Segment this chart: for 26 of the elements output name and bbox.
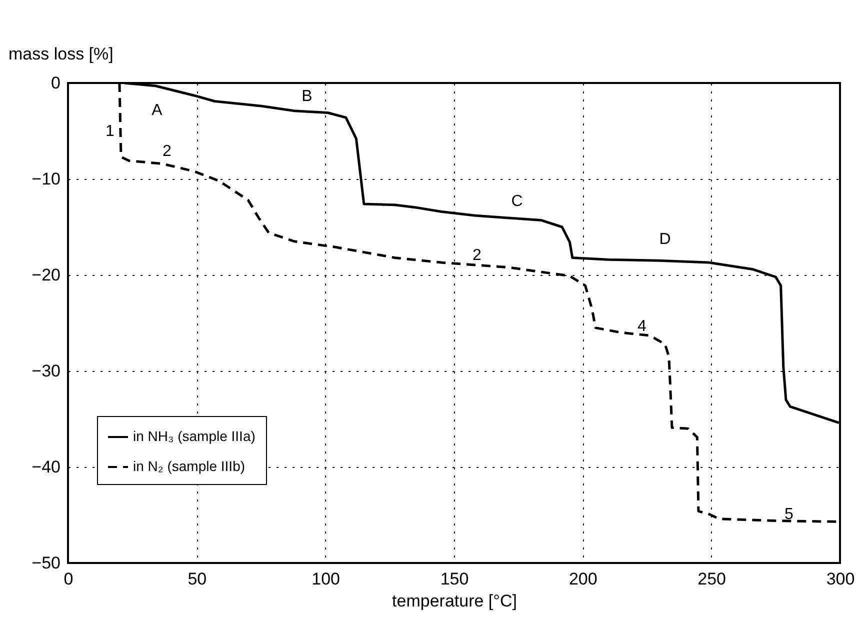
y-tick-label: 0	[51, 74, 60, 92]
legend-label: in NH₃ (sample IIIa)	[133, 428, 256, 444]
x-axis-title: temperature [°C]	[392, 592, 517, 610]
annotation: 4	[638, 318, 647, 335]
annotation: C	[511, 193, 523, 210]
annotation: 1	[106, 123, 115, 140]
y-tick-label: −30	[32, 362, 60, 380]
y-axis-title: mass loss [%]	[8, 44, 114, 64]
y-tick-label: −20	[32, 266, 60, 284]
x-tick-label: 300	[826, 570, 855, 588]
y-tick-label: −10	[32, 170, 60, 188]
annotation: 2	[472, 247, 482, 264]
annotation: B	[302, 88, 312, 105]
x-tick-label: 0	[64, 570, 74, 588]
legend-label: in N₂ (sample IIIb)	[133, 458, 246, 474]
x-tick-label: 150	[440, 570, 469, 588]
annotation: D	[659, 231, 671, 248]
x-tick-label: 200	[568, 570, 598, 588]
x-tick-label: 250	[698, 570, 726, 588]
y-tick-label: −40	[32, 458, 60, 476]
annotation: 5	[784, 506, 794, 523]
annotation: A	[152, 102, 163, 119]
x-tick-label: 100	[312, 570, 340, 588]
x-tick-label: 50	[188, 570, 207, 588]
annotation: 2	[162, 143, 172, 160]
y-tick-label: −50	[32, 554, 60, 572]
